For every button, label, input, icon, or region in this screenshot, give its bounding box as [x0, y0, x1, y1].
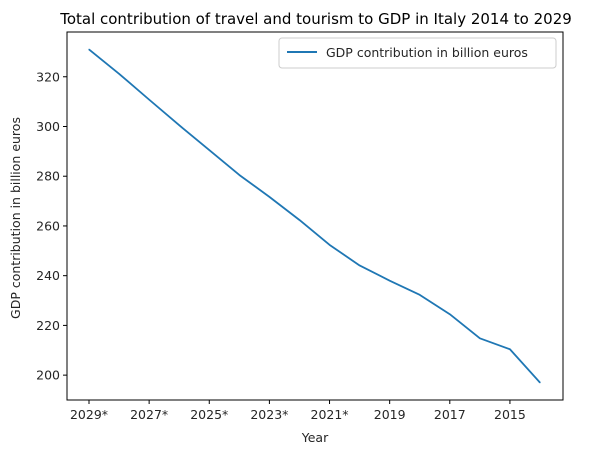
y-axis: 200 220 240 260 280 300 320 — [36, 69, 67, 383]
data-point — [268, 196, 270, 198]
data-point — [148, 99, 150, 101]
x-tick-label: 2027* — [130, 407, 168, 422]
y-tick-label: 280 — [36, 169, 60, 184]
y-axis-label: GDP contribution in billion euros — [8, 117, 23, 319]
data-point — [238, 174, 240, 176]
y-tick-label: 260 — [36, 218, 60, 233]
x-tick-label: 2023* — [250, 407, 288, 422]
chart-title: Total contribution of travel and tourism… — [59, 10, 572, 28]
legend-entry: GDP contribution in billion euros — [326, 45, 528, 60]
data-point — [419, 294, 421, 296]
data-point — [88, 48, 90, 51]
x-axis-label: Year — [301, 430, 329, 445]
x-tick-label: 2025* — [190, 407, 228, 422]
x-tick-label: 2029* — [70, 407, 108, 422]
data-point — [509, 348, 511, 350]
y-tick-label: 200 — [36, 368, 60, 383]
plot-frame — [66, 31, 564, 401]
y-tick-label: 220 — [36, 318, 60, 333]
data-point — [178, 124, 180, 126]
data-point — [359, 264, 361, 267]
x-tick-label: 2019 — [374, 407, 406, 422]
data-point — [539, 381, 541, 384]
series-line — [88, 48, 541, 384]
data-point — [449, 313, 451, 315]
data-point — [208, 149, 210, 151]
data-point — [328, 244, 331, 246]
x-tick-label: 2015 — [494, 407, 526, 422]
y-tick-label: 300 — [36, 119, 60, 134]
data-point — [479, 337, 481, 339]
series-layer — [88, 48, 541, 384]
plot-area — [67, 32, 563, 400]
y-tick-label: 240 — [36, 268, 60, 283]
y-tick-label: 320 — [36, 69, 60, 84]
legend: GDP contribution in billion euros — [278, 37, 557, 69]
x-tick-label: 2017 — [434, 407, 466, 422]
x-axis: 2029* 2027* 2025* 2023* 2021* 2019 2017 2015 — [70, 400, 526, 422]
data-point — [298, 219, 301, 221]
legend-box — [278, 37, 557, 69]
x-tick-label: 2021* — [311, 407, 349, 422]
data-point — [389, 280, 391, 282]
data-point — [118, 73, 120, 75]
